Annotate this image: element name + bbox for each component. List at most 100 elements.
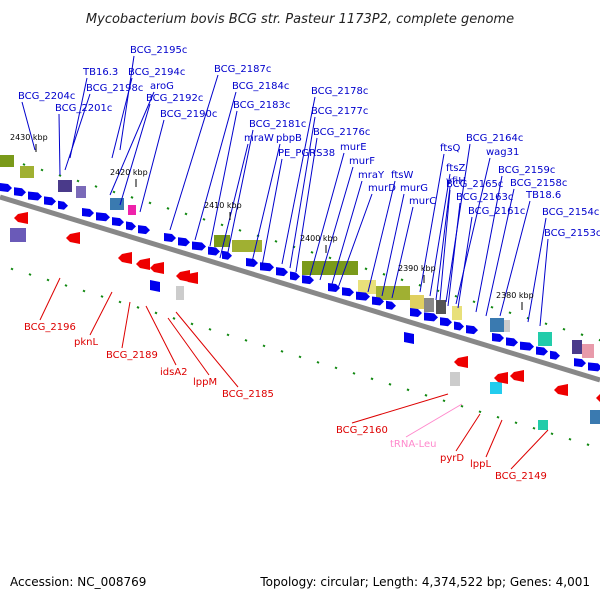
track-tick [262, 344, 266, 348]
gene-block [424, 298, 434, 312]
connector-bcg-2204c [21, 101, 36, 151]
gene-block [582, 344, 594, 358]
track-tick [514, 421, 518, 425]
kbp-labels: 2430 kbp 2420 kbp 2410 kbp 2400 kbp 2390 kbp… [10, 133, 534, 310]
connector-bcg-2201c [58, 113, 61, 176]
gene-label-bcg-2189: BCG_2189 [106, 350, 158, 361]
gene-label-trna-leu: tRNA-Leu [390, 439, 436, 450]
track-tick [154, 311, 158, 315]
track-tick [10, 267, 14, 271]
gene-label-bcg-2160: BCG_2160 [336, 425, 388, 436]
connector-vfih [435, 186, 451, 301]
gene-label-bcg-2158c: BCG_2158c [510, 178, 567, 189]
gene-block [490, 318, 504, 332]
connector-bcg-2198c [64, 93, 91, 171]
track-tick [550, 432, 554, 436]
track-tick [100, 295, 104, 298]
track-tick [238, 229, 242, 232]
connector-bcg-2161c [457, 216, 473, 309]
forward-cds-arrow [260, 262, 274, 272]
connector-lppm [167, 317, 210, 376]
track-tick [298, 355, 302, 359]
connector-bcg-2187c [169, 74, 219, 231]
feature-arrows [0, 183, 600, 402]
track-tick [220, 223, 224, 227]
gene-block [538, 332, 552, 346]
connector-pbpb [251, 143, 281, 263]
gene-label-murc: murC [409, 196, 436, 207]
forward-cds-arrow [192, 241, 206, 251]
kbp-label: 2420 kbp [110, 168, 148, 177]
forward-cds-arrow [410, 308, 422, 318]
track-tick [310, 250, 314, 254]
forward-cds-arrow [520, 341, 534, 351]
track-tick [442, 399, 446, 403]
forward-cds-arrow [112, 217, 124, 227]
connector-bcg-2184c [194, 91, 237, 241]
forward-cds-arrow [96, 212, 110, 222]
forward-cds-arrow [404, 332, 414, 344]
track-tick [370, 377, 374, 381]
gene-label-bcg-2196: BCG_2196 [24, 322, 76, 333]
connector-murg [381, 193, 405, 297]
forward-cds-arrow [14, 187, 26, 197]
track-tick [148, 201, 152, 205]
gene-label-bcg-2190c: BCG_2190c [160, 109, 217, 120]
track-tick [328, 256, 332, 260]
connector-bcg-2185 [175, 311, 239, 388]
gene-block [358, 280, 376, 294]
connector-bcg-2178c [281, 96, 316, 265]
track-tick [82, 289, 86, 293]
track-tick [172, 317, 176, 320]
gene-label-bcg-2183c: BCG_2183c [233, 100, 290, 111]
gene-label-bcg-2185: BCG_2185 [222, 389, 274, 400]
topology-summary: Topology: circular; Length: 4,374,522 bp… [259, 575, 590, 589]
gene-block [452, 306, 462, 320]
forward-cds-arrow [246, 258, 258, 268]
track-tick [58, 174, 62, 177]
track-tick [46, 278, 50, 282]
gene-label-pbpb: pbpB [276, 133, 302, 144]
connector-bcg-2195c [119, 55, 135, 151]
connector-mray [331, 180, 363, 285]
reverse-cds-arrow [184, 272, 198, 284]
forward-cds-arrow [342, 287, 354, 297]
track-tick [598, 338, 600, 342]
connector-trna-leu [405, 403, 463, 438]
reverse-cds-arrow [66, 232, 80, 244]
gene-label-ftsz: ftsZ [446, 163, 465, 174]
gene-block [490, 382, 502, 394]
gene-label-mraw: mraW [244, 133, 274, 144]
connector-bcg-2160 [351, 393, 449, 424]
connector-murc [391, 206, 414, 299]
forward-cds-arrow [466, 325, 478, 335]
gene-block [504, 320, 510, 332]
track-tick [112, 190, 116, 194]
connector-wag31 [455, 157, 491, 305]
forward-cds-arrow [178, 237, 190, 247]
gene-block [76, 186, 86, 198]
gene-label-bcg-2149: BCG_2149 [495, 471, 547, 482]
gene-block [450, 372, 460, 386]
kbp-label: 2410 kbp [204, 201, 242, 210]
gene-label-idsa2: idsA2 [160, 367, 188, 378]
connector-bcg-2177c [289, 116, 316, 269]
kbp-label: 2390 kbp [398, 264, 436, 273]
track-tick [490, 305, 494, 309]
connector-bcg-2196 [39, 277, 61, 321]
gene-block [128, 205, 136, 215]
track-tick [190, 322, 194, 326]
reverse-cds-arrow [150, 262, 164, 274]
gene-block [0, 155, 14, 167]
reverse-cds-arrow [118, 252, 132, 264]
gene-labels: BCG_2195c TB16.3 BCG_2194c BCG_2204c BCG_219… [18, 45, 600, 482]
gene-block [538, 420, 548, 430]
track-tick [496, 415, 500, 419]
gene-block [214, 235, 230, 247]
track-tick [202, 218, 206, 221]
gene-block [110, 198, 124, 210]
track-tick [568, 437, 572, 441]
connector-tb18-6 [499, 200, 531, 317]
reverse-cds-arrow [494, 372, 508, 384]
forward-cds-arrow [356, 291, 370, 301]
